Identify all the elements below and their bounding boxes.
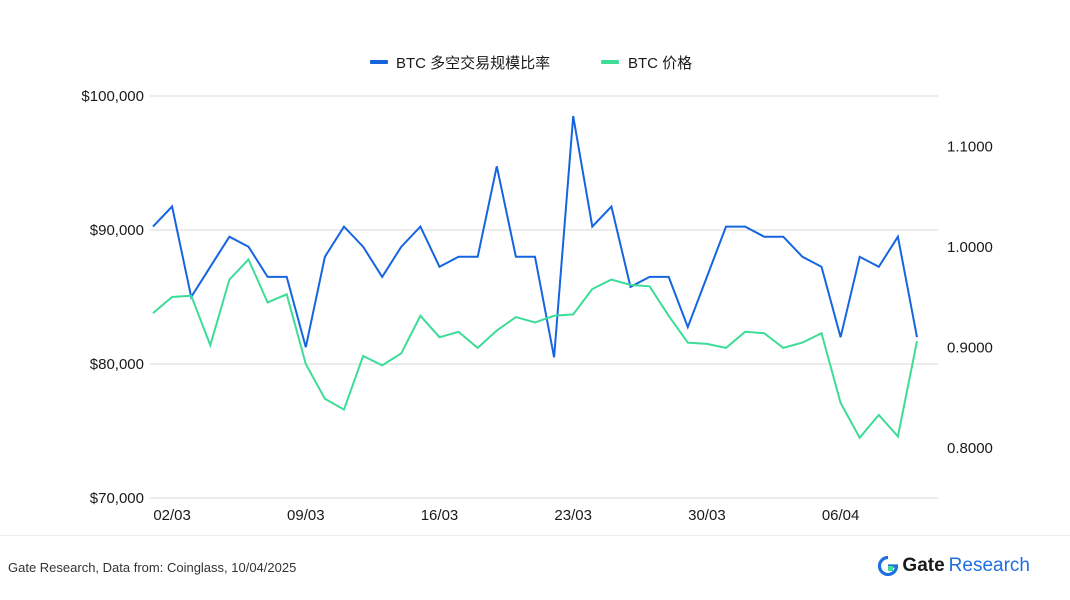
legend-swatch-price	[601, 60, 619, 64]
x-axis: 02/03 09/03 16/03 23/03 30/03 06/04	[153, 507, 859, 524]
right-tick-label: 0.8000	[947, 440, 993, 457]
right-tick-label: 1.0000	[947, 239, 993, 256]
gridlines	[150, 95, 938, 499]
source-note: Gate Research, Data from: Coinglass, 10/…	[8, 560, 297, 575]
brand-name: Gate	[902, 555, 945, 576]
left-axis: $100,000 $90,000 $80,000 $70,000	[81, 88, 144, 507]
series-line-ratio	[152, 115, 918, 358]
series	[152, 115, 918, 440]
brand-logo: Gate Research	[878, 555, 1030, 577]
x-tick-label: 02/03	[153, 507, 191, 524]
x-tick-label: 16/03	[421, 507, 459, 524]
x-tick-label: 06/04	[822, 507, 860, 524]
legend-label-price: BTC 价格	[628, 55, 692, 72]
legend-swatch-ratio	[370, 60, 388, 64]
footer: Gate Research, Data from: Coinglass, 10/…	[0, 535, 1070, 600]
right-tick-label: 1.1000	[947, 138, 993, 155]
brand-suffix: Research	[948, 555, 1030, 576]
right-axis: 1.1000 1.0000 0.9000 0.8000	[947, 138, 993, 457]
chart: $100,000 $90,000 $80,000 $70,000 1.1000 1.00…	[81, 54, 993, 524]
x-tick-label: 30/03	[688, 507, 726, 524]
legend: BTC 多空交易规模比率 BTC 价格	[370, 54, 692, 72]
legend-label-ratio: BTC 多空交易规模比率	[396, 54, 550, 72]
x-tick-label: 23/03	[554, 507, 592, 524]
left-tick-label: $80,000	[90, 356, 144, 373]
right-tick-label: 0.9000	[947, 339, 993, 356]
left-tick-label: $90,000	[90, 222, 144, 239]
gate-logo-icon	[878, 556, 899, 576]
left-tick-label: $70,000	[90, 490, 144, 507]
series-line-price	[152, 257, 918, 440]
x-tick-label: 09/03	[287, 507, 325, 524]
left-tick-label: $100,000	[81, 88, 144, 105]
